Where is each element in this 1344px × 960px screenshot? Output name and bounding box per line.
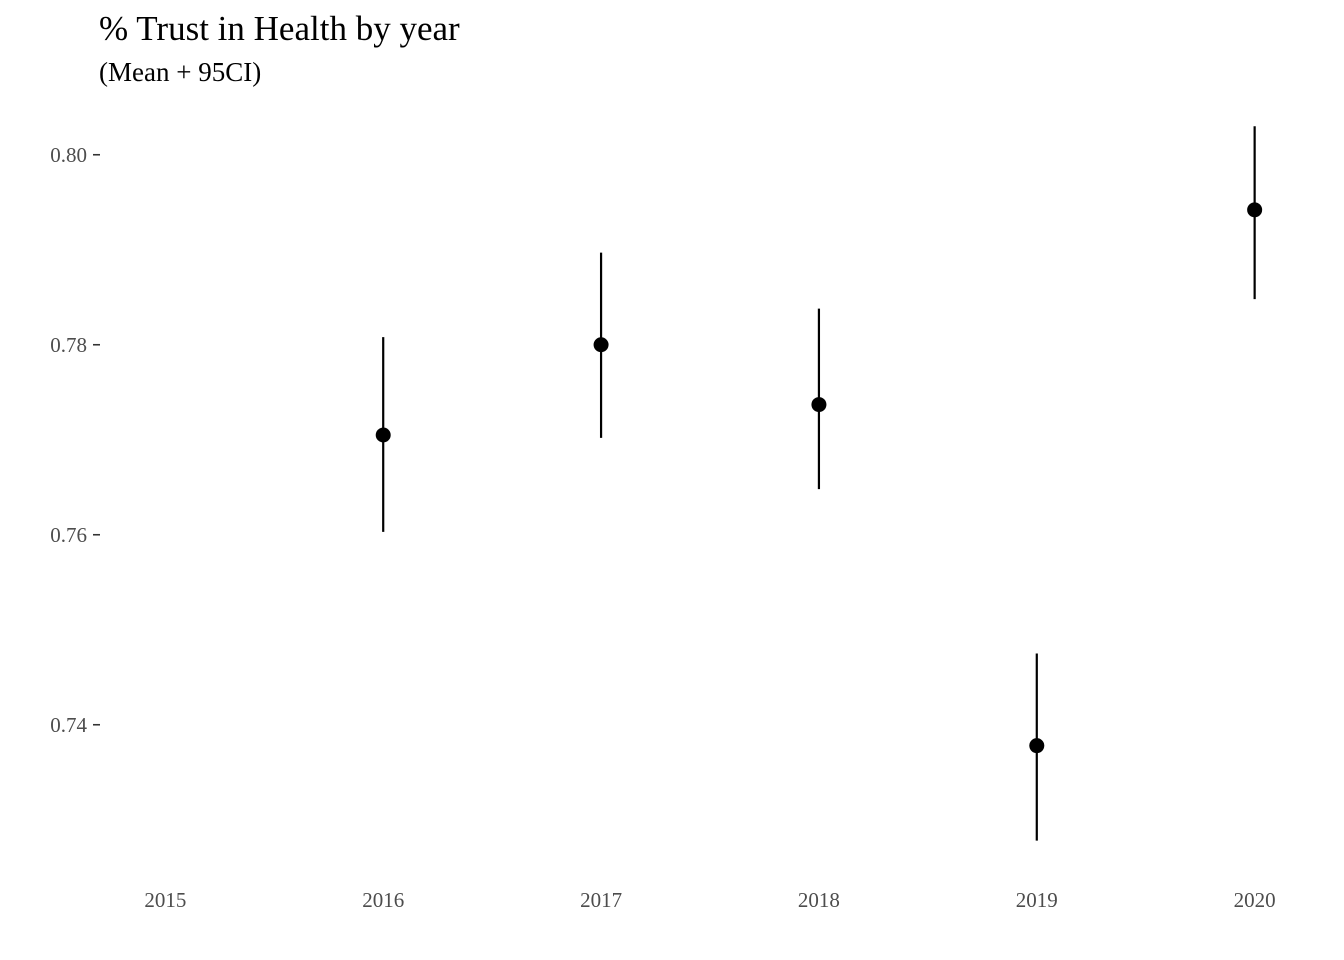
x-tick-label: 2019 xyxy=(1016,888,1058,912)
x-tick-label: 2016 xyxy=(362,888,404,912)
x-tick-label: 2020 xyxy=(1234,888,1276,912)
data-marks xyxy=(375,126,1263,841)
mean-point xyxy=(375,427,391,443)
x-tick-label: 2015 xyxy=(144,888,186,912)
y-tick-label: 0.76 xyxy=(50,523,87,547)
mean-point xyxy=(1247,202,1263,218)
mean-point xyxy=(593,337,609,353)
y-tick-label: 0.80 xyxy=(50,143,87,167)
y-tick-label: 0.74 xyxy=(50,713,87,737)
mean-point xyxy=(811,397,827,413)
x-axis: 2015 2016 2017 2018 2019 2020 xyxy=(144,888,1275,912)
x-tick-label: 2018 xyxy=(798,888,840,912)
y-tick-label: 0.78 xyxy=(50,333,87,357)
mean-point xyxy=(1029,738,1045,754)
chart-title: % Trust in Health by year xyxy=(99,9,460,48)
y-axis: 0.74 0.76 0.78 0.80 xyxy=(50,143,100,737)
chart-subtitle: (Mean + 95CI) xyxy=(99,57,262,87)
x-tick-label: 2017 xyxy=(580,888,622,912)
